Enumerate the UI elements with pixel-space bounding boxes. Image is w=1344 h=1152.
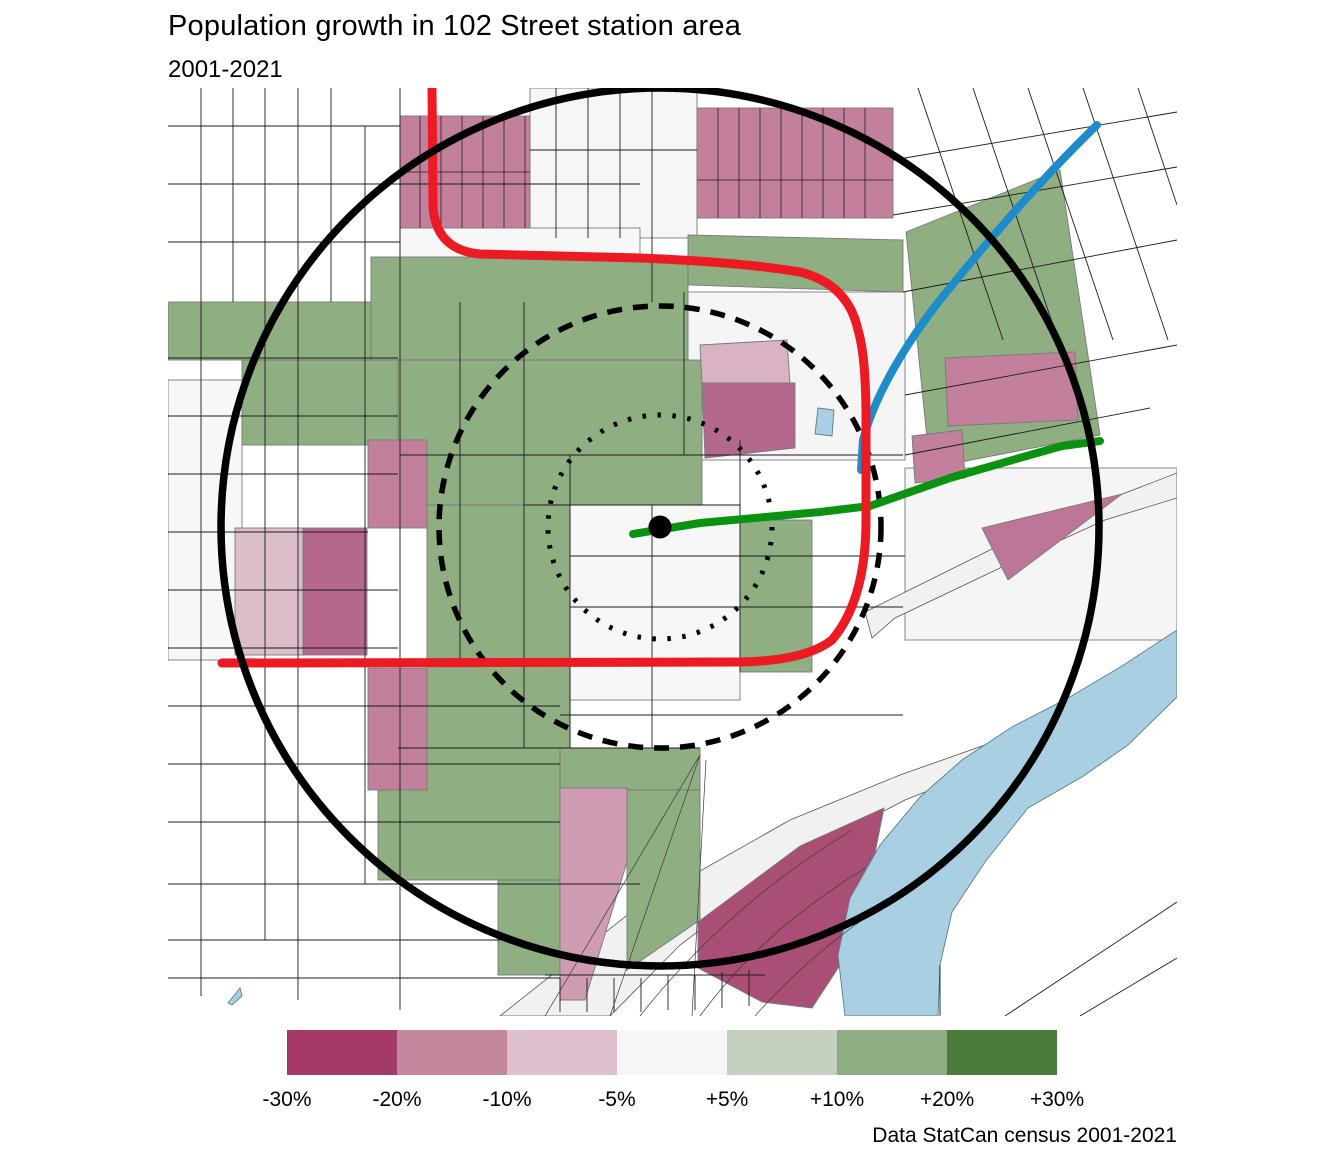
station-dot: [648, 515, 672, 539]
red-route-line: [217, 83, 871, 668]
green-route-line: [629, 437, 1104, 538]
legend-tick: +20%: [919, 1088, 975, 1111]
creek-fragment: [227, 987, 243, 1006]
legend-swatch: [507, 1030, 617, 1075]
legend: -30% -20% -10% -5% +5% +10% +20% +30%: [0, 1030, 1344, 1120]
legend-tick: -30%: [262, 1088, 312, 1111]
legend-tick: -20%: [372, 1088, 422, 1111]
legend-swatch: [617, 1030, 727, 1075]
pond: [814, 407, 835, 437]
radius-ring-solid-texture: [221, 86, 1101, 966]
legend-swatch: [287, 1030, 397, 1075]
legend-swatch: [947, 1030, 1057, 1075]
legend-swatch: [397, 1030, 507, 1075]
river: [837, 629, 1178, 1017]
legend-tick: +10%: [809, 1088, 865, 1111]
legend-tick: -5%: [598, 1088, 636, 1111]
legend-tick: +30%: [1029, 1088, 1085, 1111]
page-title: Population growth in 102 Street station …: [168, 10, 742, 42]
radius-ring-dashed: [436, 303, 884, 751]
data-source-caption: Data StatCan census 2001-2021: [872, 1124, 1177, 1147]
blue-route-line: [857, 121, 1101, 474]
legend-tick: +5%: [705, 1088, 749, 1111]
page-subtitle: 2001-2021: [168, 56, 283, 83]
legend-swatch: [837, 1030, 947, 1075]
legend-tick: -10%: [482, 1088, 532, 1111]
legend-swatch: [727, 1030, 837, 1075]
map-canvas: [167, 83, 1178, 1017]
choropleth-map: [167, 83, 1178, 1017]
radius-ring-dotted: [545, 412, 775, 642]
